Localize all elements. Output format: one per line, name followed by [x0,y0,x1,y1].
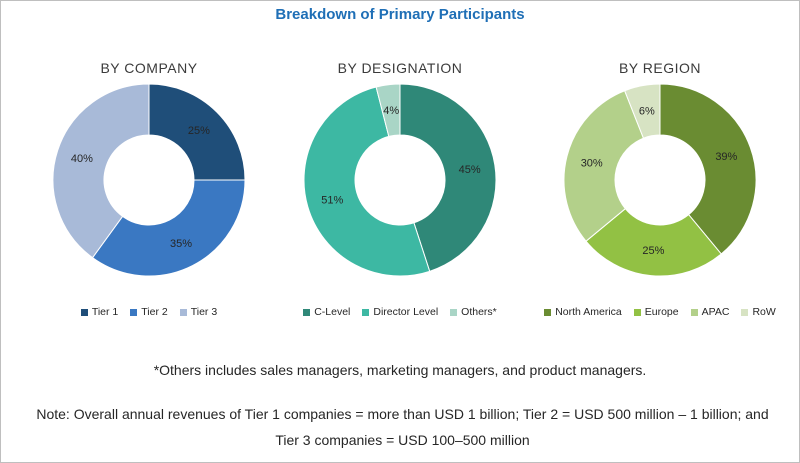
legend-swatch [303,308,311,316]
slice-others [375,83,401,138]
donut-svg: 25% 35% 40% [52,83,246,277]
data-label-others: 4% [383,105,399,117]
legend-label: North America [555,306,622,318]
figure-title: Breakdown of Primary Participants [275,6,525,23]
legend-label: RoW [752,306,776,318]
slice-director-level [303,86,431,277]
legend-item-director-level: Director Level [362,306,438,318]
legend-label: C-Level [314,306,351,318]
data-label-c-level: 45% [459,164,481,176]
data-label-tier-3: 40% [71,153,93,165]
legend-item-others: Others* [450,306,497,318]
chart-title: BY REGION [618,60,702,76]
slice-north-america [659,83,757,255]
data-label-row: 6% [639,106,655,118]
legend-swatch [450,308,458,316]
slice-tier-3 [52,83,150,259]
legend-item-europe: Europe [633,306,679,318]
legend-item-tier-1: Tier 1 [80,306,119,318]
data-label-tier-1: 25% [188,125,210,137]
legend-item-c-level: C-Level [303,306,350,318]
slice-row [624,83,661,139]
legend-swatch [130,308,138,316]
data-label-director-level: 51% [321,195,343,207]
legend-swatch [741,308,749,316]
legend-label: Others* [461,306,497,318]
data-label-europe: 25% [642,245,664,257]
donut-svg: 39% 25% 30% 6% [563,83,757,277]
legend-swatch [362,308,370,316]
slice-europe [585,207,722,277]
data-label-apac: 30% [581,157,603,169]
legend-swatch [544,308,552,316]
legend-item-apac: APAC [690,306,730,318]
legend: North America Europe APAC RoW [535,306,785,318]
legend-swatch [690,308,698,316]
data-label-tier-2: 35% [170,238,192,250]
legend-swatch [633,308,641,316]
legend-label: Tier 2 [141,306,168,318]
legend-swatch [179,308,187,316]
legend-label: Europe [644,306,679,318]
legend-item-row: RoW [741,306,776,318]
legend-item-north-america: North America [544,306,622,318]
chart-by-company: BY COMPANY 25% 35% 40% Tier 1 Tier 2 Tier 3 [24,58,274,328]
legend-label: Director Level [373,306,439,318]
legend-swatch [80,308,88,316]
chart-title: BY DESIGNATION [337,60,463,76]
legend: Tier 1 Tier 2 Tier 3 [24,306,274,318]
slice-c-level [399,83,497,272]
legend-label: APAC [701,306,730,318]
footnote: *Others includes sales managers, marketi… [153,362,647,378]
note: Note: Overall annual revenues of Tier 1 … [36,406,769,448]
legend: C-Level Director Level Others* [275,306,525,318]
slice-apac [563,90,645,242]
slice-tier-1 [148,83,246,181]
legend-label: Tier 1 [91,306,119,318]
legend-item-tier-2: Tier 2 [130,306,168,318]
chart-title: BY COMPANY [100,60,198,76]
chart-by-region: BY REGION 39% 25% 30% 6% North America Europ… [535,58,785,328]
donut-svg: 45% 51% 4% [303,83,497,277]
slice-tier-2 [91,179,246,277]
legend-label: Tier 3 [190,306,218,318]
legend-item-tier-3: Tier 3 [179,306,218,318]
chart-by-designation: BY DESIGNATION 45% 51% 4% C-Level Director … [275,58,525,328]
data-label-north-america: 39% [715,151,737,163]
